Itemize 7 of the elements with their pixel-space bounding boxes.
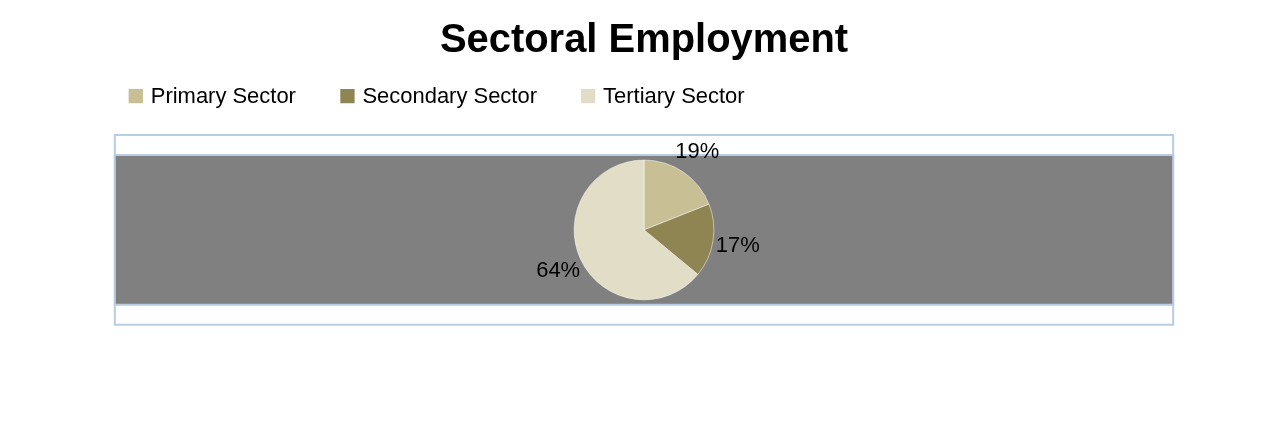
legend-label: Primary Sector: [150, 83, 296, 109]
data-label: 64%: [536, 257, 581, 283]
chart-title: Sectoral Employment: [439, 16, 849, 61]
data-label: 17%: [715, 231, 760, 257]
legend-label: Secondary Sector: [362, 83, 537, 109]
data-label: 19%: [675, 138, 720, 164]
legend-label: Tertiary Sector: [603, 83, 745, 109]
